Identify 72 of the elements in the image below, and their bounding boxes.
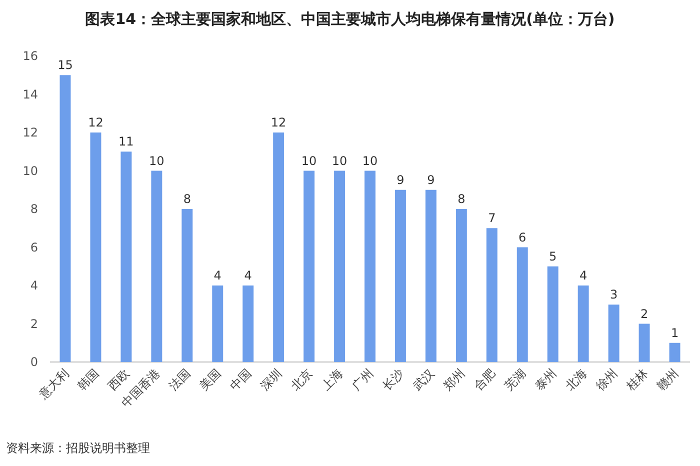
bar	[638, 324, 650, 362]
data-label: 4	[244, 268, 252, 282]
y-tick-label: 8	[30, 202, 38, 216]
data-label: 10	[149, 154, 164, 168]
y-tick-label: 14	[22, 87, 38, 102]
bar	[212, 286, 224, 362]
bar	[669, 342, 680, 362]
bar	[516, 247, 528, 362]
x-tick-label: 郑州	[440, 366, 468, 394]
data-label: 2	[640, 306, 648, 321]
bar	[486, 228, 498, 362]
bar	[60, 75, 71, 362]
bar	[456, 209, 467, 362]
x-tick-label: 法国	[166, 366, 194, 394]
bar	[182, 209, 193, 362]
x-tick-label: 北京	[288, 366, 316, 394]
bar	[273, 132, 284, 362]
bar	[394, 190, 406, 362]
bar	[304, 170, 315, 362]
data-label: 6	[518, 230, 526, 244]
x-tick-label: 深圳	[258, 366, 285, 394]
bar	[425, 190, 436, 362]
x-tick-label: 合肥	[471, 366, 498, 394]
data-label: 10	[332, 154, 348, 168]
x-tick-label: 北海	[562, 366, 590, 394]
y-tick-label: 16	[22, 49, 38, 63]
x-tick-label: 美国	[196, 366, 224, 394]
data-label: 4	[214, 268, 222, 282]
x-tick-label: 泰州	[532, 366, 559, 394]
x-tick-label: 意大利	[35, 366, 72, 402]
x-tick-label: 中国	[227, 366, 254, 394]
x-tick-label: 徐州	[593, 366, 620, 394]
data-label: 1	[670, 326, 679, 340]
y-tick-label: 12	[22, 126, 38, 140]
text: 资料来源：招股说明书整理	[6, 441, 150, 455]
bar	[334, 170, 346, 362]
x-tick-label: 赣州	[654, 366, 681, 394]
x-tick-label: 韩国	[74, 366, 102, 394]
data-label: 12	[88, 116, 104, 130]
data-label: 12	[270, 116, 286, 130]
data-label: 4	[580, 268, 588, 282]
bar	[120, 152, 132, 362]
data-label: 10	[362, 154, 378, 168]
x-tick-label: 广州	[349, 366, 376, 394]
bar	[242, 286, 254, 362]
bar	[608, 304, 620, 362]
data-label: 7	[488, 211, 496, 226]
data-label: 5	[549, 249, 557, 264]
y-tick-label: 0	[30, 355, 38, 369]
x-tick-label: 芜湖	[502, 366, 528, 394]
data-label: 10	[301, 154, 317, 168]
bar	[547, 266, 558, 362]
data-label: 3	[610, 288, 618, 302]
data-label: 15	[58, 58, 73, 72]
data-label: 11	[118, 134, 134, 149]
data-label: 8	[183, 192, 191, 206]
data-label: 8	[458, 192, 466, 206]
y-tick-label: 4	[30, 278, 38, 292]
x-tick-label: 武汉	[410, 366, 438, 394]
bar	[151, 170, 162, 362]
data-label: 9	[427, 172, 435, 187]
x-tick-label: 长沙	[380, 366, 407, 394]
chart-title: 图表14：全球主要国家和地区、中国主要城市人均电梯保有量情况(单位：万台)	[85, 10, 615, 28]
x-tick-label: 桂林	[622, 366, 650, 394]
y-tick-label: 6	[30, 240, 38, 254]
bar	[578, 286, 589, 362]
data-label: 9	[396, 172, 404, 187]
x-tick-label: 上海	[318, 366, 346, 394]
y-tick-label: 2	[30, 316, 38, 331]
y-tick-label: 10	[22, 164, 38, 178]
bar	[90, 132, 102, 362]
bar	[364, 170, 376, 362]
